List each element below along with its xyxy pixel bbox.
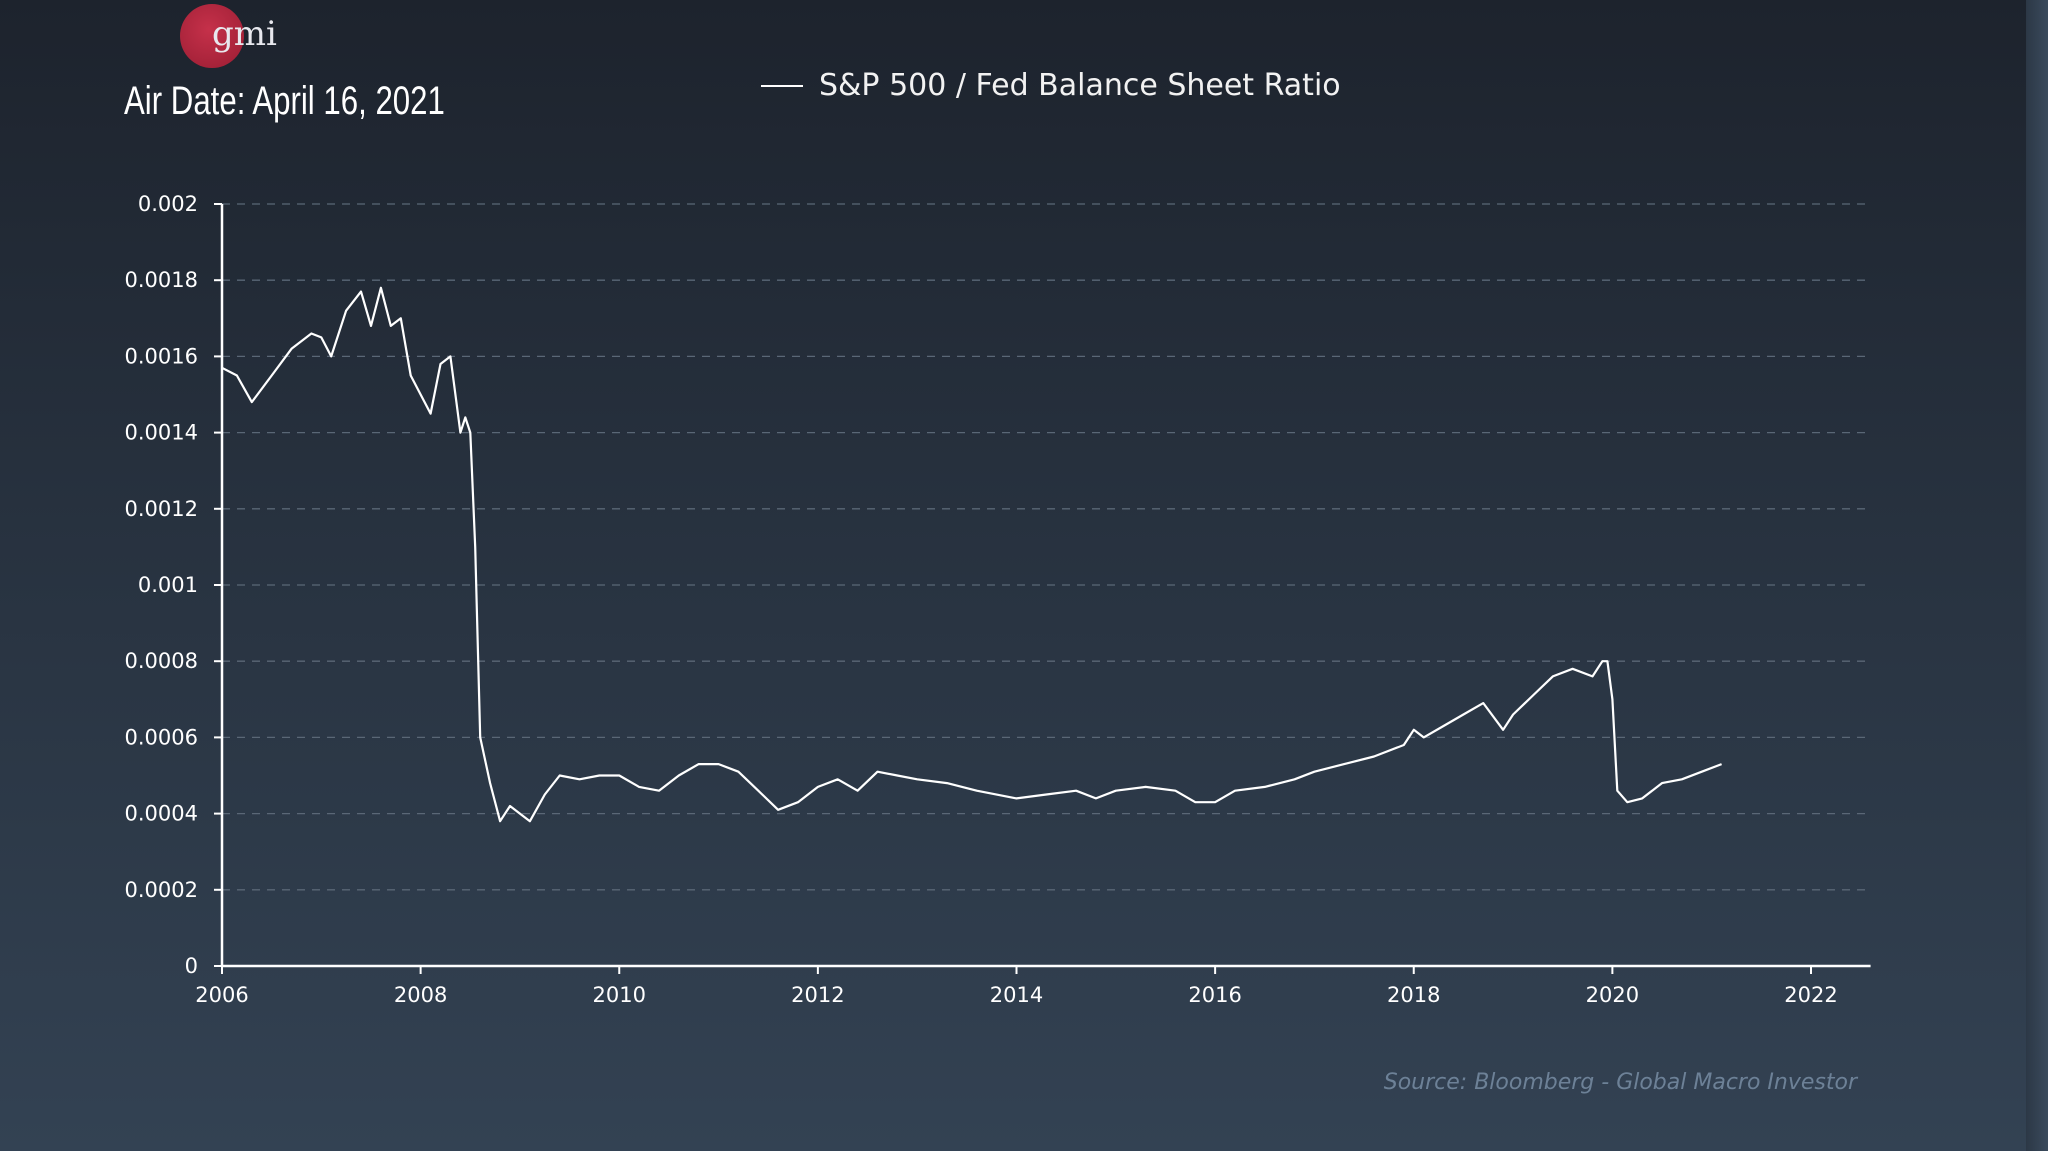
y-tick-label: 0.0018 (125, 268, 198, 292)
gmi-logo-text: gmi (212, 14, 277, 54)
y-tick-label: 0.0002 (125, 878, 198, 902)
y-tick-label: 0.0006 (125, 725, 198, 749)
air-date: Air Date: April 16, 2021 (124, 79, 445, 123)
y-tick-label: 0.0004 (125, 802, 198, 826)
y-tick-label: 0.0008 (125, 649, 198, 673)
y-tick-label: 0 (185, 954, 198, 978)
x-tick-label: 2006 (195, 983, 248, 1007)
x-tick-label: 2010 (593, 983, 646, 1007)
right-edge-strip (2026, 0, 2048, 1151)
x-tick-label: 2020 (1586, 983, 1639, 1007)
gmi-logo (180, 4, 244, 68)
y-tick-label: 0.0012 (125, 497, 198, 521)
y-tick-label: 0.0016 (125, 344, 198, 368)
legend-label: S&P 500 / Fed Balance Sheet Ratio (819, 68, 1341, 103)
y-tick-label: 0.002 (138, 192, 198, 216)
x-tick-label: 2018 (1387, 983, 1440, 1007)
source-note: Source: Bloomberg - Global Macro Investo… (1383, 1070, 1857, 1095)
x-tick-label: 2022 (1784, 983, 1837, 1007)
x-tick-label: 2016 (1188, 983, 1241, 1007)
x-tick-label: 2012 (791, 983, 844, 1007)
x-tick-label: 2008 (394, 983, 447, 1007)
y-tick-label: 0.001 (138, 573, 198, 597)
legend-swatch (761, 84, 803, 87)
y-tick-label: 0.0014 (125, 421, 198, 445)
series-line (221, 286, 1722, 823)
chart-legend: S&P 500 / Fed Balance Sheet Ratio (761, 68, 1341, 103)
x-tick-label: 2014 (990, 983, 1043, 1007)
